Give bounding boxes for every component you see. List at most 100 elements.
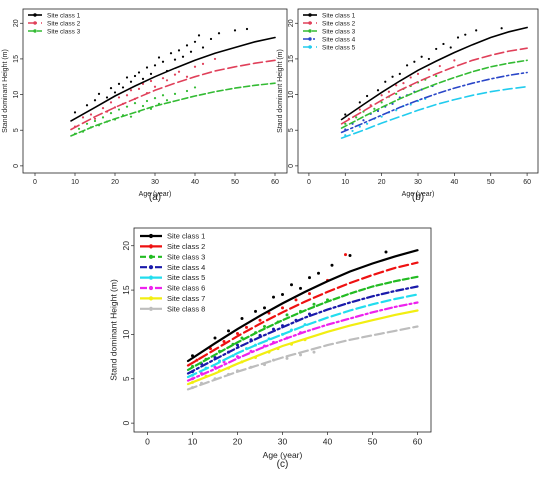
data-point [409, 76, 412, 79]
data-point [117, 108, 121, 111]
data-point [149, 79, 153, 83]
legend-marker [148, 296, 154, 301]
data-point [93, 117, 97, 120]
data-point [416, 72, 420, 75]
y-tick-label: 10 [288, 91, 295, 99]
fitted-curve [340, 26, 528, 121]
legend-label: Site class 4 [322, 36, 356, 43]
y-tick-label: 10 [121, 329, 131, 339]
legend-label: Site class 8 [167, 304, 205, 313]
fitted-curve [186, 325, 419, 391]
data-point [145, 66, 149, 69]
data-point [402, 82, 405, 85]
data-point [177, 70, 181, 73]
data-point [133, 102, 137, 105]
legend-label: Site class 6 [167, 284, 205, 293]
y-axis-title: Stand dominant Height (m) [109, 279, 119, 381]
legend-marker [148, 306, 154, 311]
data-point [245, 325, 248, 329]
legend-label: Site class 2 [322, 20, 356, 27]
legend-marker [148, 285, 154, 291]
data-point [254, 309, 257, 313]
x-tick-label: 20 [233, 437, 243, 447]
data-point [97, 92, 101, 95]
x-tick-label: 50 [231, 179, 239, 186]
data-point [141, 77, 145, 80]
legend-label: Site class 1 [47, 12, 81, 19]
data-point [500, 27, 503, 30]
x-tick-label: 40 [450, 179, 458, 186]
y-tick-label: 0 [288, 164, 295, 168]
data-point [294, 298, 298, 302]
legend-marker [33, 29, 37, 33]
data-point [358, 125, 361, 128]
data-point [344, 253, 347, 257]
data-point [380, 101, 383, 104]
data-point [209, 37, 213, 41]
data-point [281, 293, 284, 297]
data-point [141, 104, 145, 108]
data-point [157, 56, 161, 59]
fitted-curve [186, 249, 419, 363]
fitted-curve [70, 82, 276, 137]
data-point [355, 116, 358, 119]
data-point [303, 323, 307, 327]
data-point [263, 324, 266, 328]
data-point [165, 99, 169, 102]
data-point [193, 40, 197, 43]
data-point [317, 271, 320, 275]
data-point [101, 116, 105, 119]
x-tick-label: 40 [191, 179, 199, 186]
data-point [358, 108, 361, 111]
legend-label: Site class 2 [47, 20, 81, 27]
data-point [227, 329, 230, 333]
fitted-curve [70, 59, 276, 131]
data-point [201, 62, 205, 66]
y-axis-title: Stand dominant Height (m) [277, 49, 284, 133]
y-tick-label: 15 [13, 55, 20, 63]
data-point [73, 111, 77, 114]
panel-c: 0 10 20 30 40 50 60 0 5 10 15 20 Age (year) Stand dom… [109, 227, 432, 470]
data-point [173, 58, 177, 61]
panel-caption: (a) [149, 192, 161, 203]
fitted-curve [340, 47, 528, 125]
data-point [427, 57, 431, 61]
data-point [222, 340, 226, 344]
data-point [161, 60, 165, 63]
fitted-curve [186, 261, 419, 367]
data-point [427, 68, 431, 71]
data-point [312, 302, 316, 306]
data-point [308, 292, 311, 296]
data-point [113, 91, 117, 94]
fitted-curve [186, 301, 419, 382]
panel-b: 0 10 20 30 40 50 60 0 5 10 15 20 Age (year) Stand dom… [277, 8, 539, 203]
data-point [129, 80, 133, 83]
data-point [105, 96, 109, 99]
fitted-curve [340, 85, 528, 139]
data-point [89, 113, 93, 116]
data-point [236, 332, 239, 336]
x-tick-label: 40 [323, 437, 333, 447]
data-point [201, 46, 205, 49]
data-point [365, 122, 369, 125]
data-point [456, 36, 460, 39]
x-tick-label: 20 [378, 179, 386, 186]
legend-label: Site class 1 [322, 12, 356, 19]
data-point [85, 104, 89, 107]
data-point [365, 94, 369, 98]
x-tick-label: 10 [188, 437, 198, 447]
data-point [263, 306, 266, 310]
y-tick-label: 20 [13, 19, 20, 27]
legend-label: Site class 3 [322, 28, 356, 35]
legend-marker [33, 13, 37, 17]
data-point [387, 90, 391, 93]
data-point [384, 250, 388, 254]
data-point [173, 92, 177, 95]
data-point [384, 80, 387, 83]
data-point [351, 129, 354, 133]
data-point [395, 109, 398, 112]
data-point [177, 49, 181, 52]
legend-marker [148, 254, 154, 259]
fitted-curve [186, 275, 419, 371]
data-point [435, 74, 438, 78]
